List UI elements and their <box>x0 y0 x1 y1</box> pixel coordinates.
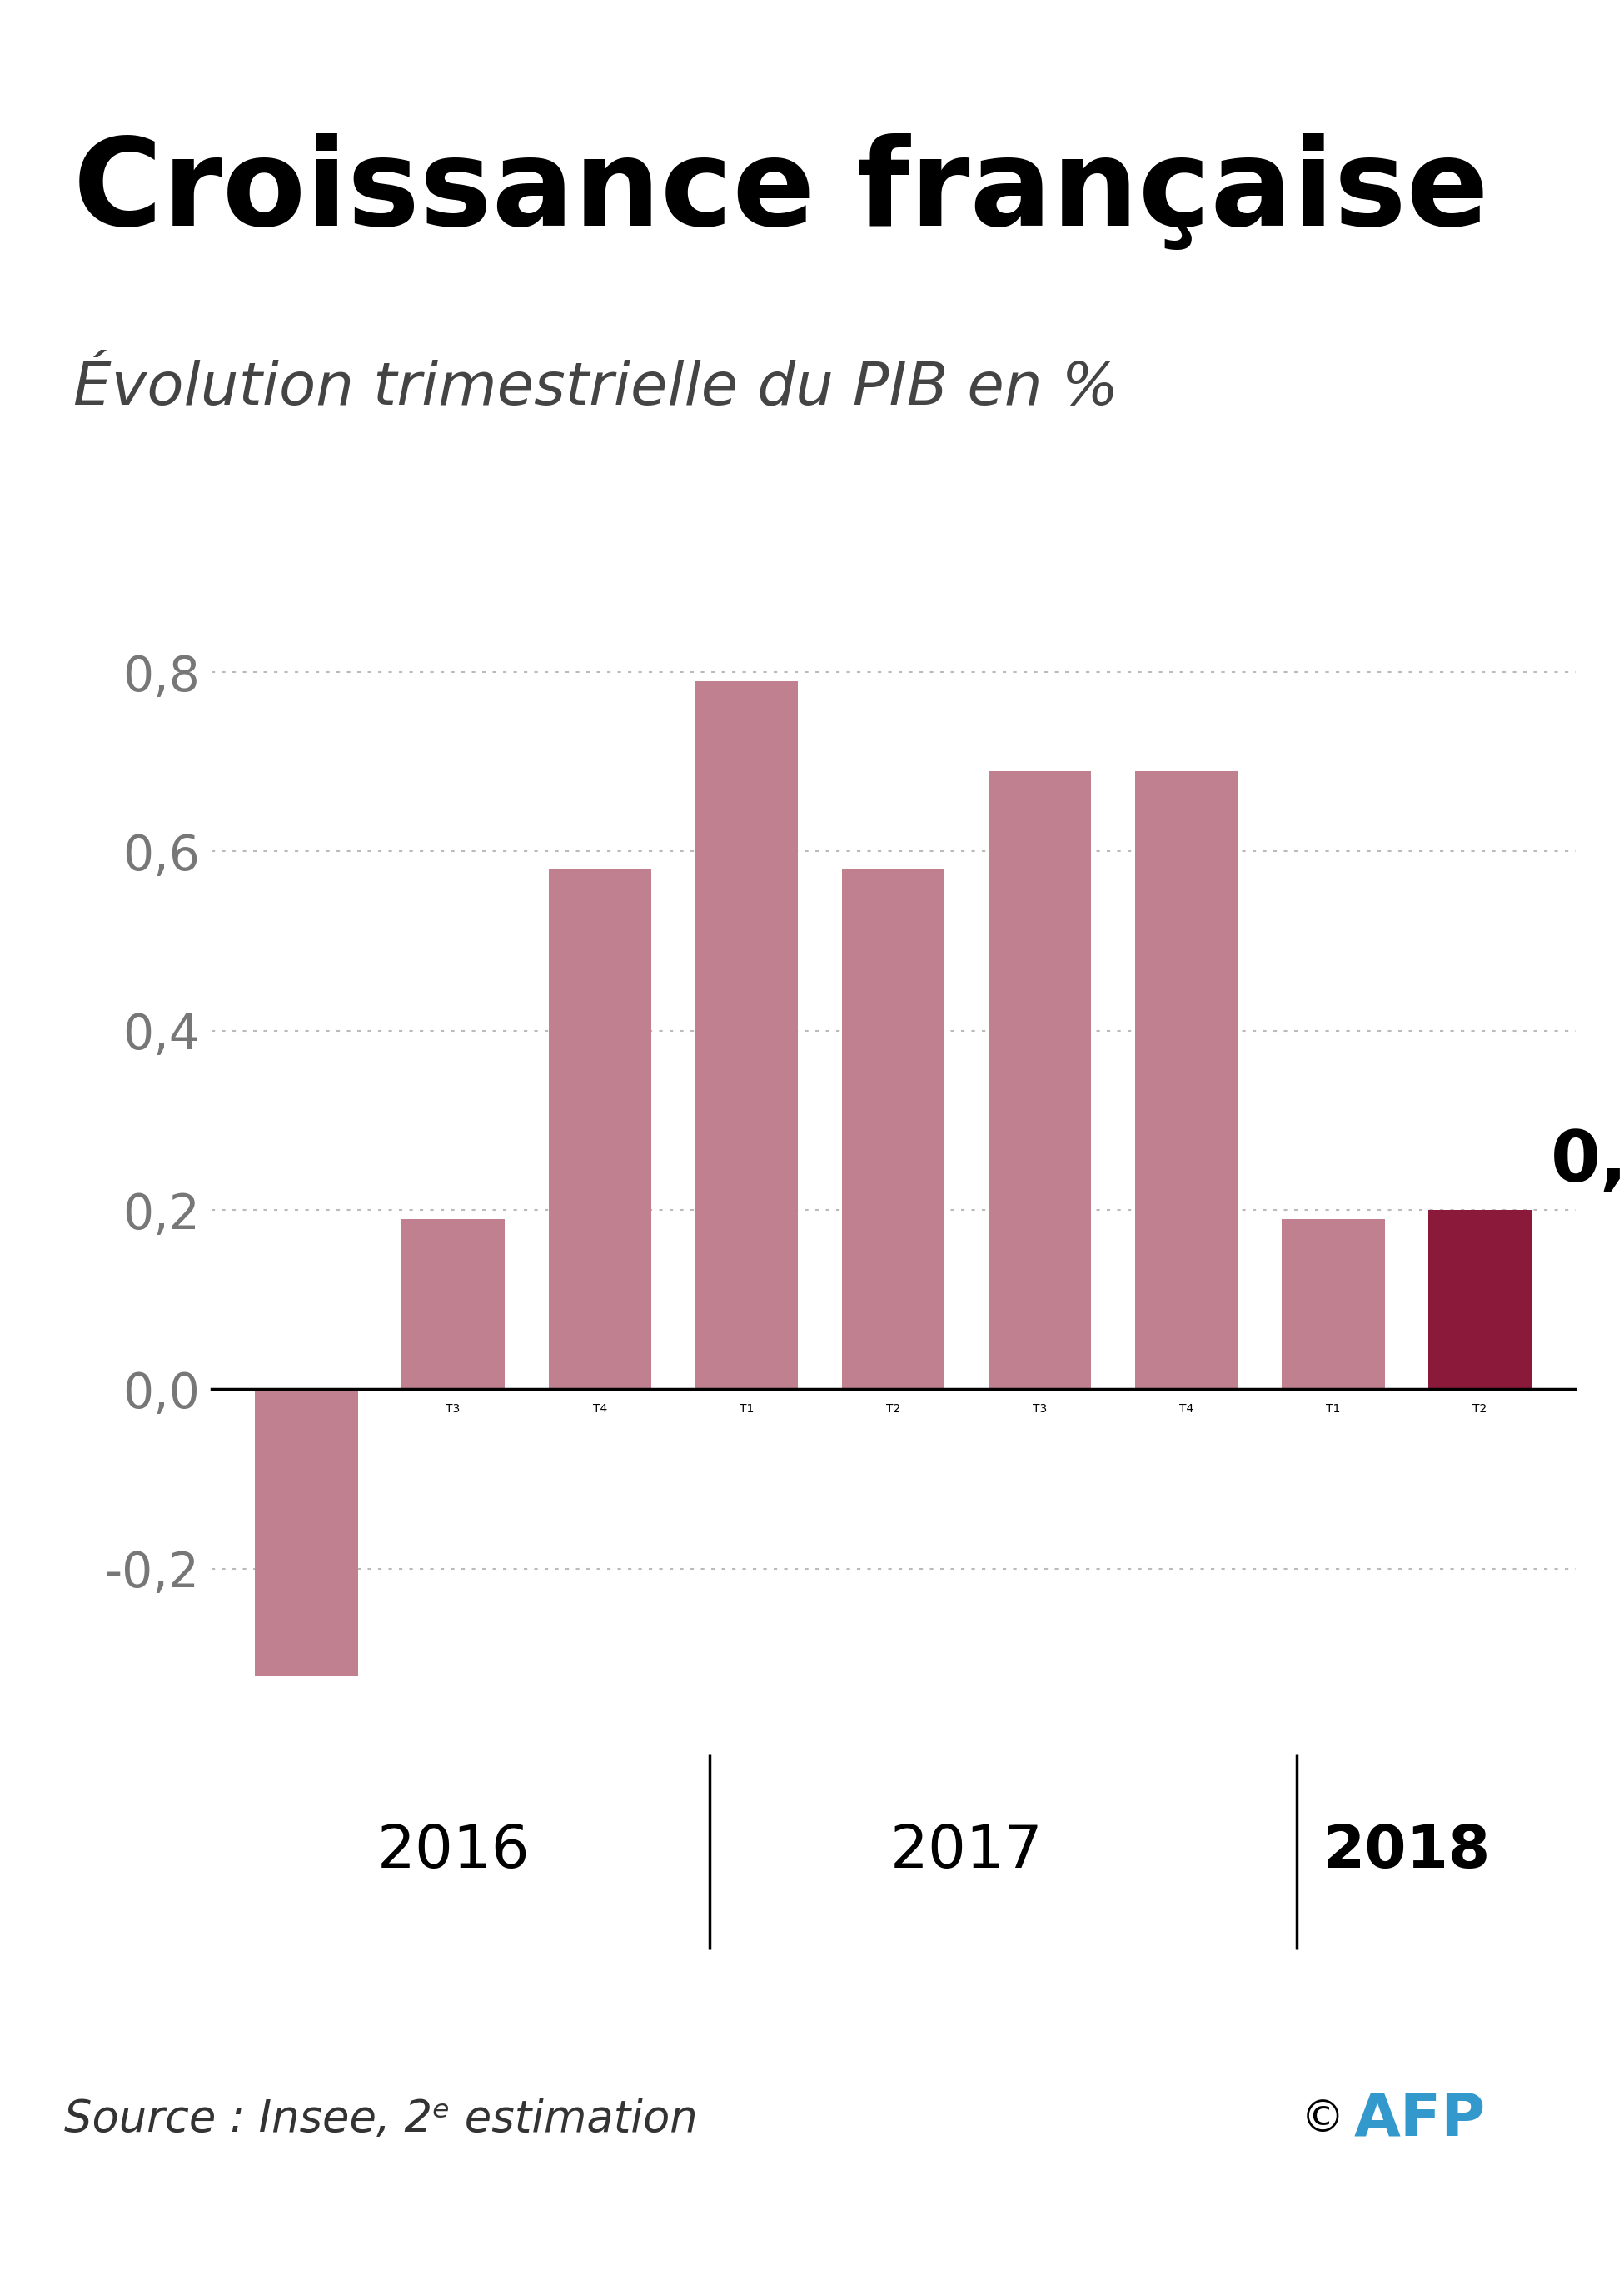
Bar <box>841 869 945 1389</box>
Bar <box>1429 1210 1531 1389</box>
Bar <box>695 681 797 1389</box>
Bar <box>989 772 1091 1389</box>
Text: Source : Insee, 2ᵉ estimation: Source : Insee, 2ᵉ estimation <box>63 2097 697 2141</box>
Bar <box>549 869 651 1389</box>
Text: Croissance française: Croissance française <box>73 134 1489 250</box>
Bar <box>401 1219 505 1389</box>
Text: Évolution trimestrielle du PIB en %: Évolution trimestrielle du PIB en % <box>73 359 1119 418</box>
Text: 2016: 2016 <box>377 1823 529 1880</box>
Bar <box>1281 1219 1385 1389</box>
Text: ©: © <box>1301 2097 1345 2141</box>
Text: 2017: 2017 <box>890 1823 1043 1880</box>
Text: 2018: 2018 <box>1324 1823 1491 1880</box>
Text: AFP: AFP <box>1354 2091 1486 2147</box>
Text: 0,2: 0,2 <box>1551 1128 1624 1196</box>
Bar <box>255 1389 357 1675</box>
Bar <box>1135 772 1237 1389</box>
